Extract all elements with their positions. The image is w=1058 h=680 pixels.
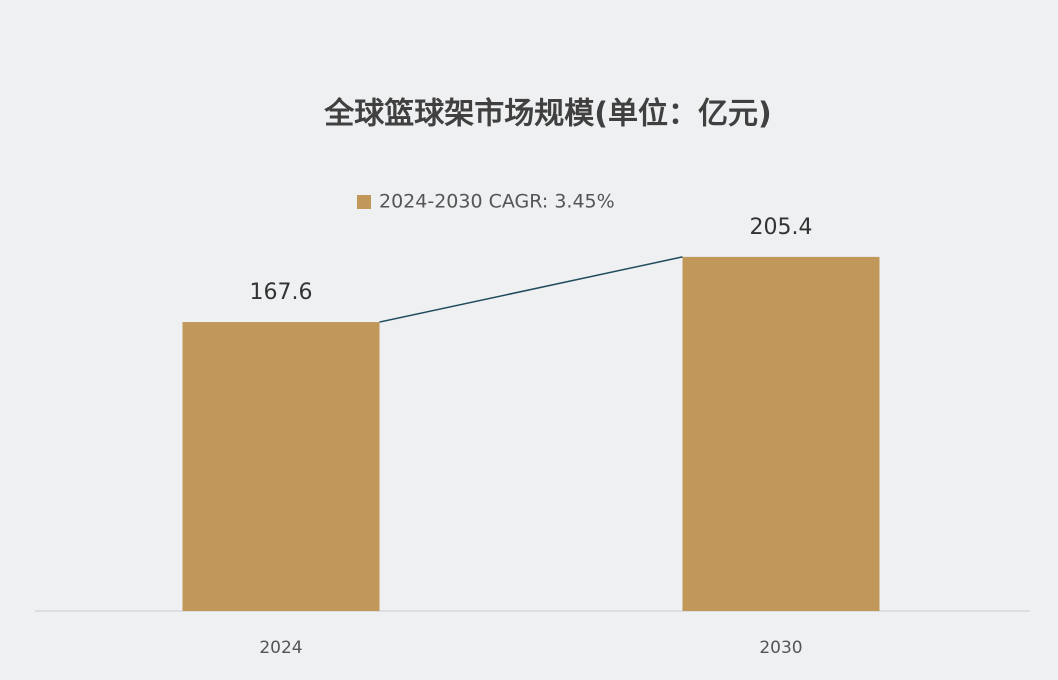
- legend-swatch: [357, 195, 371, 209]
- bar: [182, 322, 380, 611]
- chart-title: 全球篮球架市场规模(单位：亿元): [323, 97, 771, 132]
- x-tick-label: 2030: [759, 638, 802, 658]
- data-label: 205.4: [750, 215, 813, 240]
- legend-label: 2024-2030 CAGR: 3.45%: [379, 191, 615, 213]
- data-label: 167.6: [250, 280, 313, 305]
- x-tick-label: 2024: [259, 638, 302, 658]
- bar: [682, 256, 880, 611]
- trend-line: [379, 256, 683, 323]
